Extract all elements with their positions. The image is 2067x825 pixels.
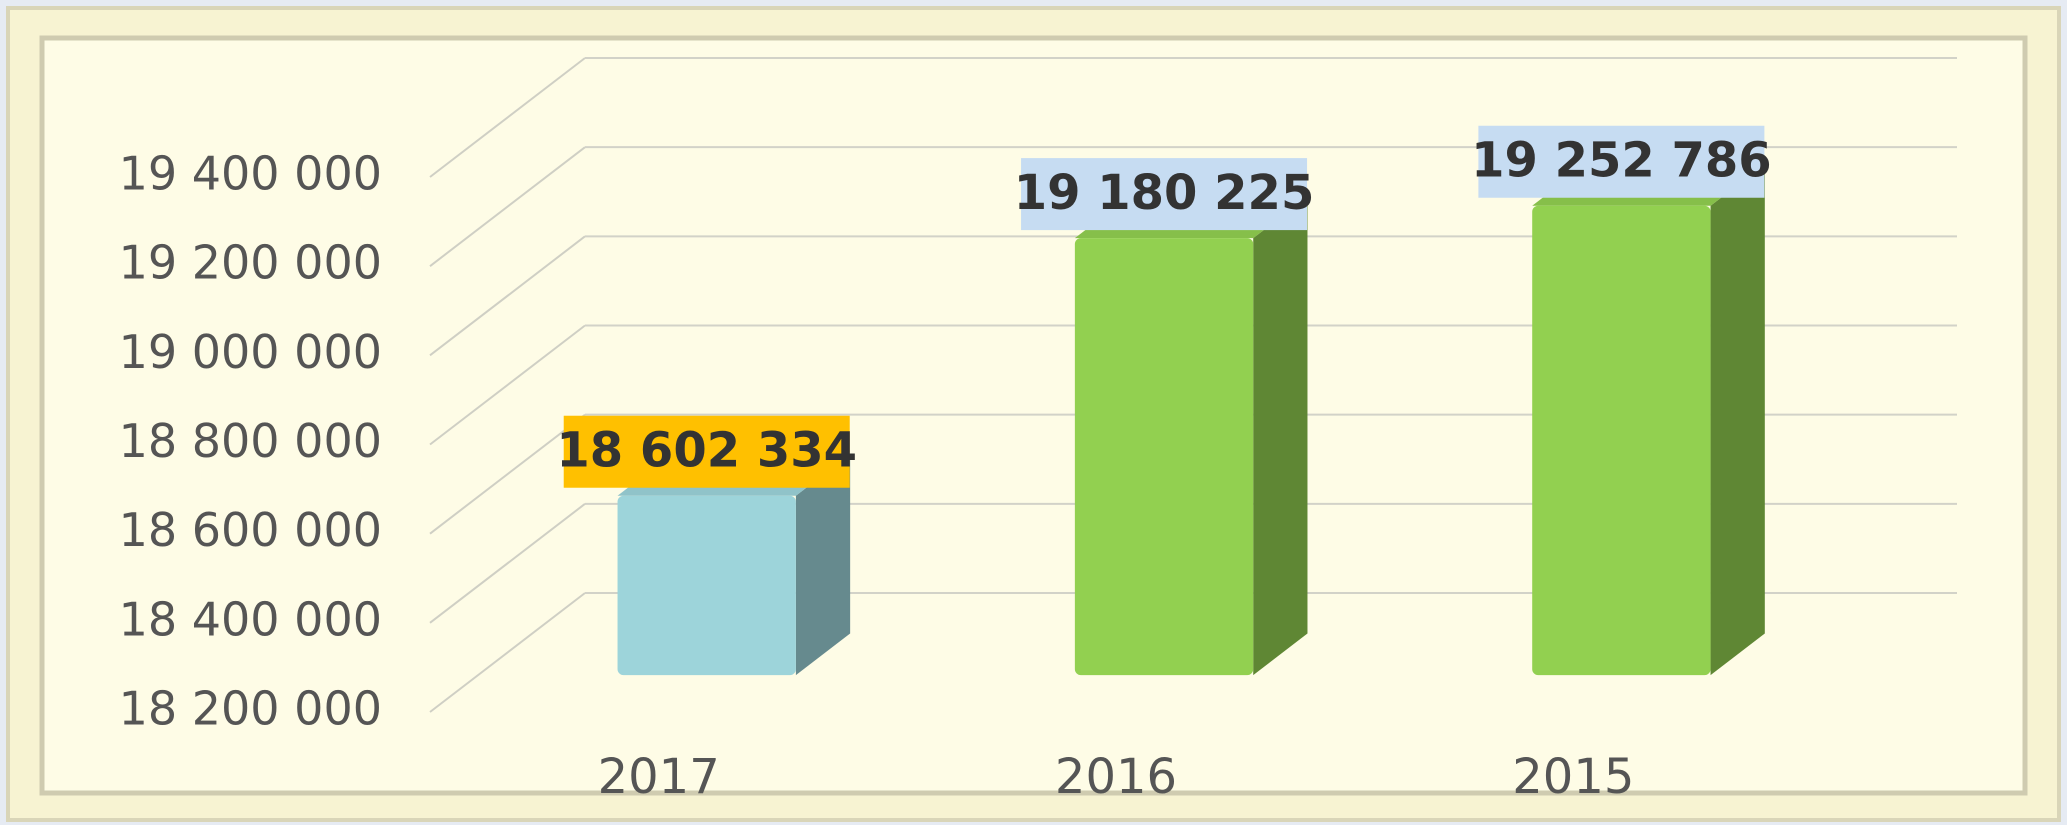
grid-line-side (429, 235, 586, 357)
bar-side (1710, 164, 1765, 676)
grid-line-side (429, 592, 586, 713)
bar (1532, 205, 1711, 676)
y-tick-label: 18 800 000 (119, 414, 382, 468)
grid-line-side (429, 503, 586, 624)
x-tick-label: 2016 (1055, 749, 1177, 805)
bar (1074, 238, 1254, 676)
value-label-box (563, 415, 850, 488)
y-tick-label: 18 600 000 (119, 503, 382, 557)
value-label: 18 602 334 (556, 423, 857, 479)
value-label-box (1478, 125, 1765, 198)
bar-side (1253, 196, 1308, 676)
x-tick-label: 2015 (1512, 749, 1634, 805)
x-tick-label: 2017 (598, 749, 720, 805)
y-tick-label: 19 200 000 (119, 236, 382, 290)
value-label: 19 180 225 (1014, 165, 1315, 221)
grid-line-side (429, 324, 586, 446)
y-tick-label: 18 200 000 (119, 682, 382, 736)
value-label: 19 252 786 (1471, 133, 1772, 189)
value-label-box (1021, 158, 1308, 231)
y-tick-label: 18 400 000 (119, 592, 382, 646)
bar (617, 495, 796, 676)
grid-line-side (429, 413, 586, 535)
bar-side (795, 454, 851, 676)
y-tick-label: 19 000 000 (119, 325, 382, 379)
grid-line-side (429, 57, 586, 178)
y-tick-label: 19 400 000 (119, 147, 382, 201)
grid-line-side (429, 146, 586, 267)
